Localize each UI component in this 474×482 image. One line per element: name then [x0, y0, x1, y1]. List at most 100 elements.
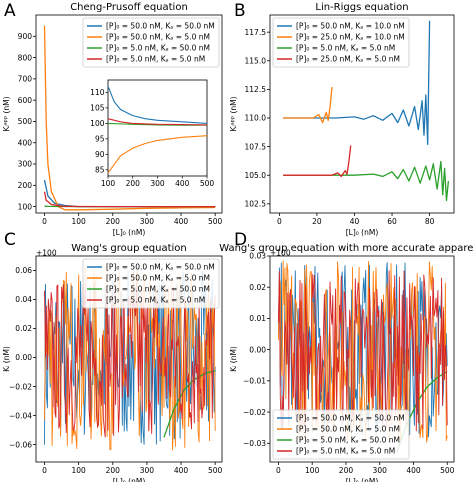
- x-tick-label: 200: [106, 466, 121, 475]
- axes-frame: [269, 14, 455, 214]
- plot-area: [43, 25, 216, 211]
- y-tick-label: 500: [18, 117, 33, 126]
- series-line-1: [283, 87, 333, 124]
- inset-x-tick-label: 200: [126, 179, 141, 188]
- y-tick-label: −0.04: [9, 411, 32, 420]
- x-axis-label: [L]₀ (nM): [346, 477, 379, 482]
- x-tick-label: 500: [208, 217, 223, 226]
- legend-entry: [P]₀ = 50.0 nM, Kₐ = 10.0 nM: [296, 22, 405, 31]
- x-tick-label: 300: [140, 217, 155, 226]
- x-tick-label: 100: [305, 466, 320, 475]
- y-tick-label: 110.0: [245, 114, 267, 123]
- legend-entry: [P]₀ = 50.0 nM, Kₐ = 5.0 nM: [106, 33, 210, 42]
- series-line-3: [277, 270, 448, 432]
- x-tick-label: 0: [277, 217, 282, 226]
- x-tick-label: 200: [106, 217, 121, 226]
- x-axis-label: [L]₀ (nM): [113, 228, 146, 237]
- x-tick-label: 20: [312, 217, 322, 226]
- legend-entry: [P]₀ = 5.0 nM, Kₐ = 50.0 nM: [106, 44, 210, 53]
- legend: [P]₀ = 50.0 nM, Kₐ = 50.0 nM [P]₀ = 50.0 …: [82, 258, 220, 309]
- legend-entry: [P]₀ = 5.0 nM, Kₐ = 5.0 nM: [106, 296, 205, 305]
- panel-b: B Lin-Riggs equation 0 20 40 60 80 102.5 105.0 10…: [229, 1, 455, 237]
- y-tick-label: 0.02: [249, 283, 266, 292]
- legend-entry: [P]₀ = 50.0 nM, Kₐ = 5.0 nM: [296, 425, 400, 434]
- y-tick-label: 900: [18, 32, 33, 41]
- x-tick-label: 0: [42, 466, 47, 475]
- inset-y-tick-label: 100: [90, 119, 105, 128]
- y-tick-label: 700: [18, 75, 33, 84]
- x-tick-label: 400: [174, 217, 189, 226]
- y-tick-label: 200: [18, 181, 33, 190]
- inset-y-tick-label: 90: [95, 150, 105, 159]
- legend: [P]₀ = 50.0 nM, Kₐ = 50.0 nM [P]₀ = 50.0 …: [82, 17, 220, 68]
- axes-frame: [35, 255, 223, 463]
- y-tick-label: 112.5: [245, 85, 267, 94]
- y-tick-label: 102.5: [245, 200, 267, 209]
- y-tick-label: −0.03: [243, 439, 266, 448]
- legend-entry: [P]₀ = 5.0 nM, Kₐ = 50.0 nM: [106, 285, 210, 294]
- y-tick-label: 800: [18, 53, 33, 62]
- panel-label: B: [234, 1, 246, 21]
- x-tick-label: 500: [208, 466, 223, 475]
- chart-title: Wang's group equation: [71, 243, 187, 254]
- legend-box: [82, 258, 220, 309]
- x-tick-label: 60: [387, 217, 397, 226]
- legend-entry: [P]₀ = 50.0 nM, Kₐ = 50.0 nM: [106, 22, 215, 31]
- legend: [P]₀ = 50.0 nM, Kₐ = 50.0 nM [P]₀ = 50.0 …: [272, 409, 410, 460]
- x-tick-label: 0: [42, 217, 47, 226]
- legend-entry: [P]₀ = 5.0 nM, Kₐ = 50.0 nM: [296, 436, 400, 445]
- y-axis-label: Kᵢᵃᵖᵖ (nM): [2, 96, 11, 131]
- series-line-3: [283, 145, 352, 178]
- y-tick-label: −0.01: [243, 377, 266, 386]
- chart-title: Cheng-Prusoff equation: [70, 2, 188, 13]
- legend-entry: [P]₀ = 25.0 nM, Kₐ = 5.0 nM: [296, 55, 400, 64]
- x-tick-label: 100: [71, 217, 86, 226]
- y-axis-label: Kᵢᵃᵖᵖ (nM): [229, 96, 238, 131]
- axes-frame: [35, 14, 223, 214]
- series-line-0: [44, 270, 216, 445]
- y-tick-label: 0.01: [249, 314, 266, 323]
- x-tick-label: 400: [406, 466, 421, 475]
- inset-x-tick-label: 500: [200, 179, 215, 188]
- legend-entry: [P]₀ = 50.0 nM, Kₐ = 50.0 nM: [106, 263, 215, 272]
- inset-series-line-3: [107, 118, 208, 126]
- panel-label: D: [234, 230, 247, 250]
- y-tick-label: 115.0: [245, 56, 267, 65]
- x-tick-label: 400: [174, 466, 189, 475]
- y-tick-label: −0.02: [243, 408, 266, 417]
- series-line-3: [43, 191, 216, 208]
- legend: [P]₀ = 50.0 nM, Kₐ = 10.0 nM [P]₀ = 25.0 …: [272, 17, 410, 68]
- panel-a: A Cheng-Prusoff equation 0 100 200 300 400 500 1…: [2, 1, 223, 237]
- y-tick-label: −0.06: [9, 440, 32, 449]
- y-tick-label: 0.06: [15, 266, 32, 275]
- y-axis-label: Kᵢ (nM): [229, 346, 238, 372]
- y-tick-label: 0.02: [15, 324, 32, 333]
- chart-title: Wang's group equation with more accurate…: [219, 243, 474, 254]
- inset-y-tick-label: 105: [90, 103, 105, 112]
- inset-frame: [107, 79, 208, 177]
- y-tick-label: 107.5: [245, 142, 267, 151]
- y-tick-label: −0.02: [9, 382, 32, 391]
- inset-x-tick-label: 100: [101, 179, 116, 188]
- inset-axes: 100 200 300 400 500 85 90 95 100 105 110: [90, 79, 215, 188]
- y-tick-label: 0.00: [15, 353, 32, 362]
- panel-label: A: [4, 1, 16, 21]
- x-axis-label: [L]₀ (nM): [113, 477, 146, 482]
- panel-c: C Wang's group equation 0 100 200 300 400 500 −0…: [2, 230, 223, 482]
- series-line-2: [163, 369, 216, 438]
- y-tick-label: 600: [18, 96, 33, 105]
- inset-series-line-1: [107, 135, 208, 174]
- panel-label: C: [4, 230, 16, 250]
- plot-area: [283, 20, 450, 202]
- y-tick-label: 300: [18, 160, 33, 169]
- y-axis-label: Kᵢ (nM): [2, 346, 11, 372]
- series-line-0: [283, 20, 431, 145]
- legend-box: [272, 409, 410, 460]
- x-tick-label: 500: [440, 466, 455, 475]
- x-tick-label: 100: [71, 466, 86, 475]
- legend-entry: [P]₀ = 25.0 nM, Kₐ = 10.0 nM: [296, 33, 405, 42]
- offset-text: +100: [36, 249, 57, 258]
- legend-entry: [P]₀ = 5.0 nM, Kₐ = 5.0 nM: [296, 44, 395, 53]
- legend-entry: [P]₀ = 50.0 nM, Kₐ = 5.0 nM: [106, 274, 210, 283]
